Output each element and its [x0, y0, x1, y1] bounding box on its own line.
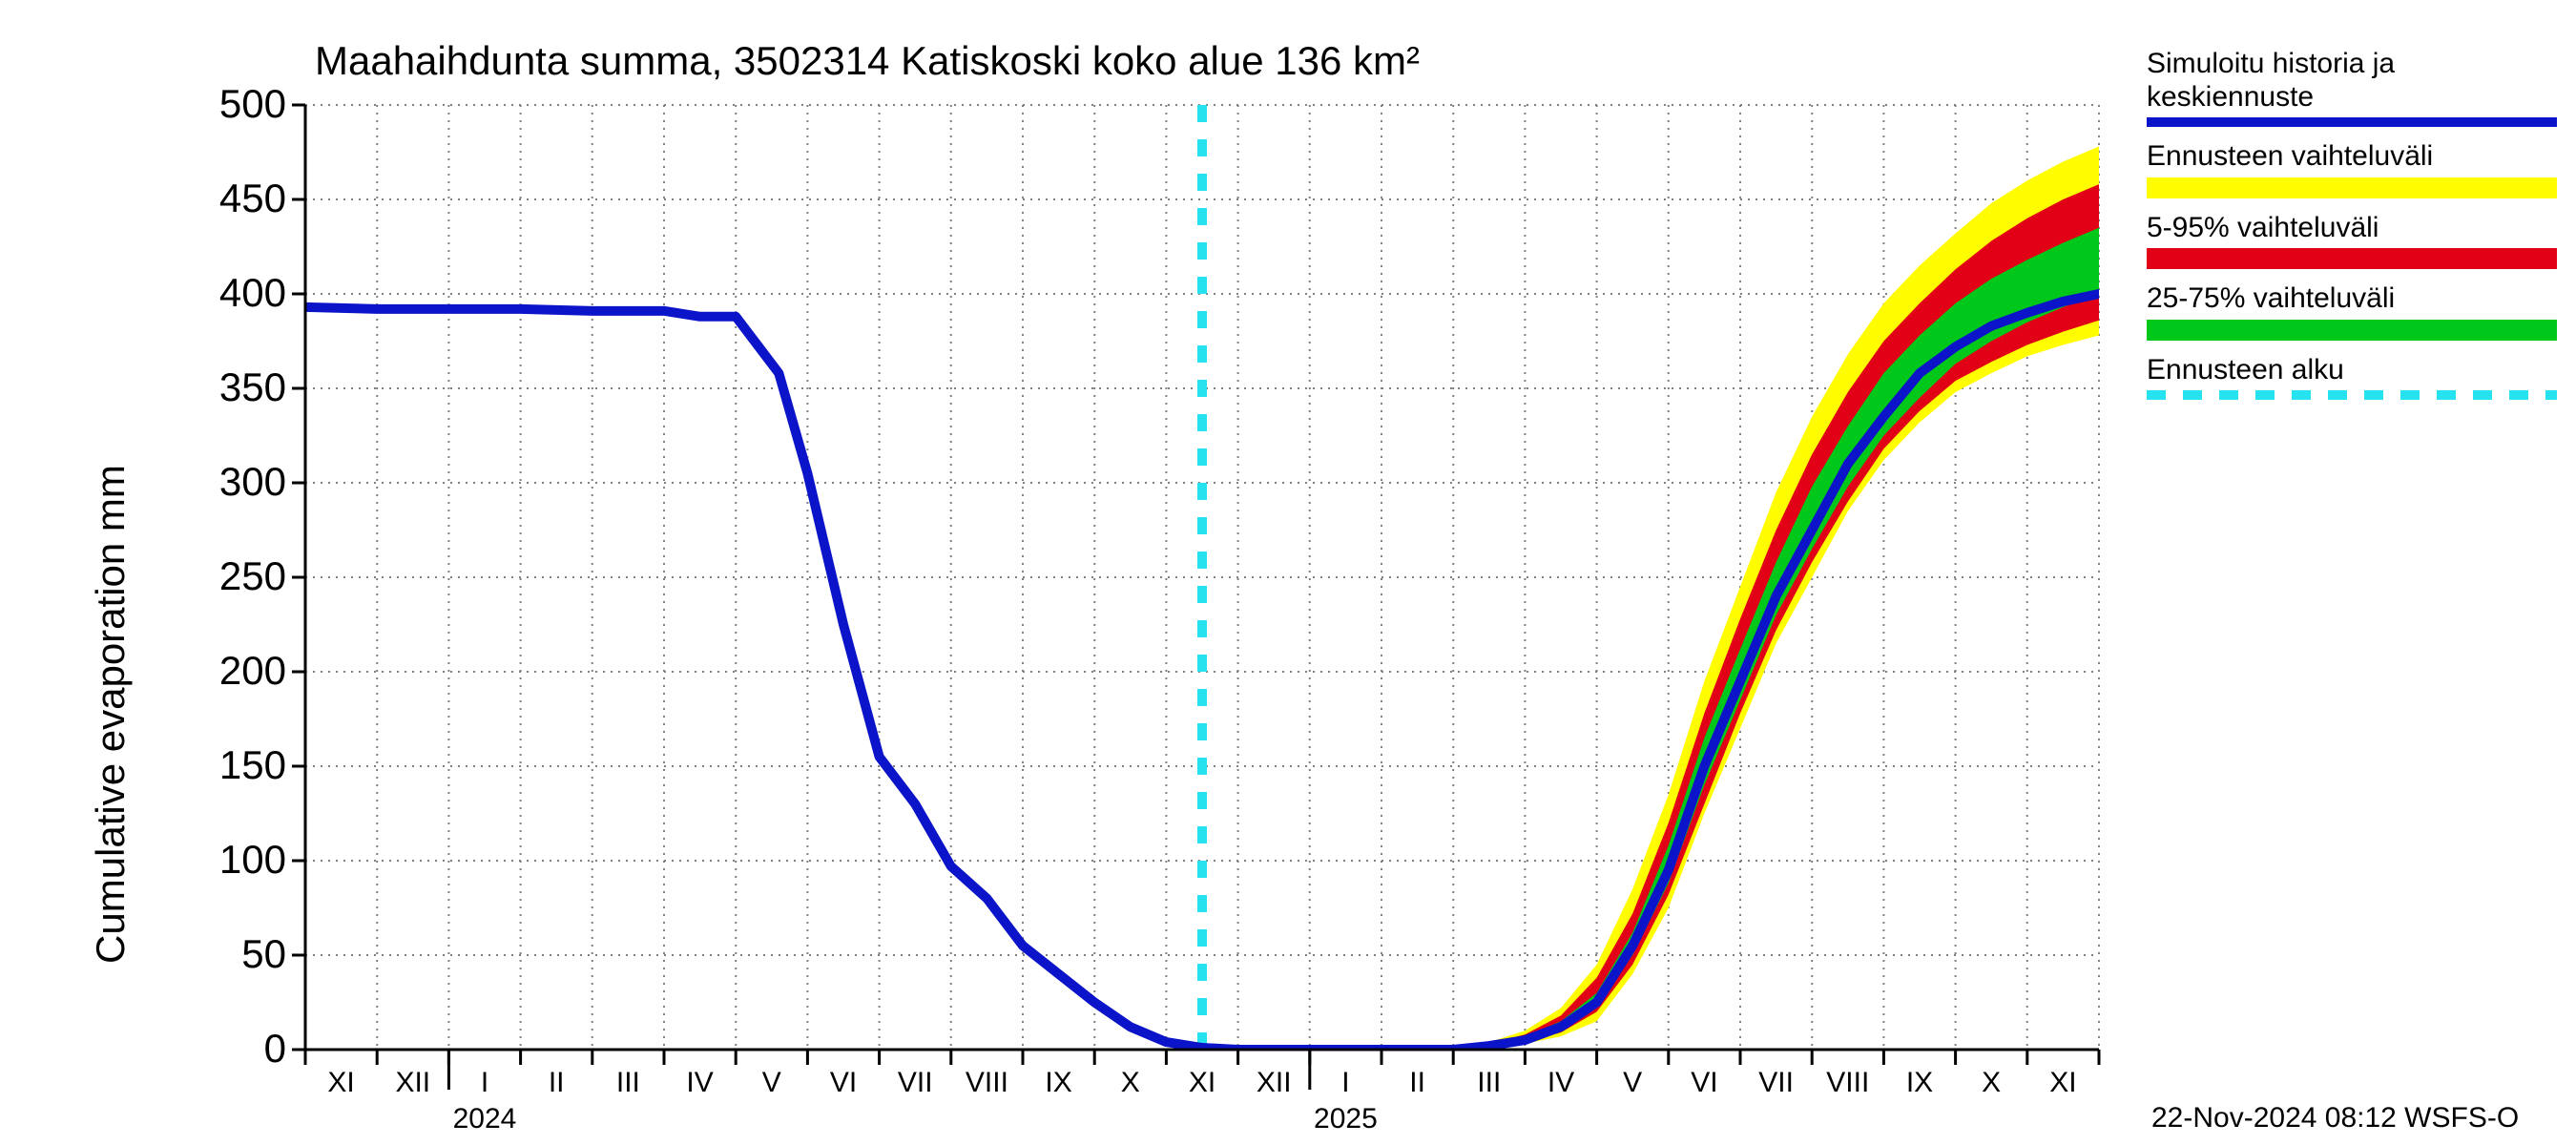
x-tick-label: VI: [830, 1067, 857, 1099]
x-tick-label: IV: [686, 1067, 713, 1099]
y-tick-label: 100: [181, 837, 286, 883]
y-tick-label: 300: [181, 459, 286, 505]
x-tick-label: VIII: [966, 1067, 1008, 1099]
x-tick-label: XI: [1189, 1067, 1215, 1099]
y-tick-label: 350: [181, 364, 286, 410]
x-tick-label: VIII: [1826, 1067, 1869, 1099]
y-tick-label: 50: [181, 931, 286, 977]
x-year-label: 2024: [453, 1103, 517, 1135]
x-tick-label: XII: [395, 1067, 430, 1099]
x-tick-label: II: [549, 1067, 565, 1099]
legend-swatch: [2147, 177, 2557, 198]
x-tick-label: IX: [1906, 1067, 1933, 1099]
x-tick-label: I: [1341, 1067, 1349, 1099]
x-tick-label: XII: [1257, 1067, 1292, 1099]
y-tick-label: 250: [181, 553, 286, 599]
x-tick-label: IX: [1045, 1067, 1071, 1099]
x-tick-label: V: [1623, 1067, 1642, 1099]
x-tick-label: V: [762, 1067, 781, 1099]
x-tick-label: X: [1121, 1067, 1140, 1099]
y-tick-label: 0: [181, 1026, 286, 1072]
legend-item-label: keskiennuste: [2147, 81, 2557, 114]
y-tick-label: 500: [181, 81, 286, 127]
x-tick-label: VI: [1691, 1067, 1717, 1099]
legend: Simuloitu historia jakeskiennuste Ennuste…: [2147, 48, 2557, 413]
x-year-label: 2025: [1314, 1103, 1378, 1135]
x-tick-label: VII: [1758, 1067, 1794, 1099]
legend-swatch: [2147, 320, 2557, 341]
x-tick-label: VII: [898, 1067, 933, 1099]
legend-item-label: 5-95% vaihteluväli: [2147, 212, 2557, 245]
legend-item: Ennusteen vaihteluväli: [2147, 140, 2557, 198]
x-tick-label: XI: [2049, 1067, 2076, 1099]
legend-swatch: [2147, 117, 2557, 127]
legend-item-label: Ennusteen vaihteluväli: [2147, 140, 2557, 174]
x-tick-label: III: [1477, 1067, 1501, 1099]
y-tick-label: 150: [181, 742, 286, 788]
legend-item-label: Simuloitu historia ja: [2147, 48, 2557, 81]
x-tick-label: I: [481, 1067, 488, 1099]
x-tick-label: XI: [327, 1067, 354, 1099]
legend-item-label: Ennusteen alku: [2147, 354, 2557, 387]
x-tick-label: IV: [1548, 1067, 1574, 1099]
legend-item: Ennusteen alku: [2147, 354, 2557, 401]
legend-item: 5-95% vaihteluväli: [2147, 212, 2557, 270]
x-tick-label: III: [616, 1067, 640, 1099]
legend-swatch: [2147, 390, 2557, 400]
legend-item: 25-75% vaihteluväli: [2147, 282, 2557, 341]
x-tick-label: II: [1409, 1067, 1425, 1099]
y-tick-label: 400: [181, 270, 286, 316]
legend-item-label: 25-75% vaihteluväli: [2147, 282, 2557, 316]
chart-stage: Maahaihdunta summa, 3502314 Katiskoski k…: [0, 0, 2576, 1145]
x-tick-label: X: [1982, 1067, 2001, 1099]
legend-swatch: [2147, 248, 2557, 269]
y-tick-label: 450: [181, 176, 286, 221]
y-tick-label: 200: [181, 648, 286, 694]
legend-item: Simuloitu historia jakeskiennuste: [2147, 48, 2557, 127]
